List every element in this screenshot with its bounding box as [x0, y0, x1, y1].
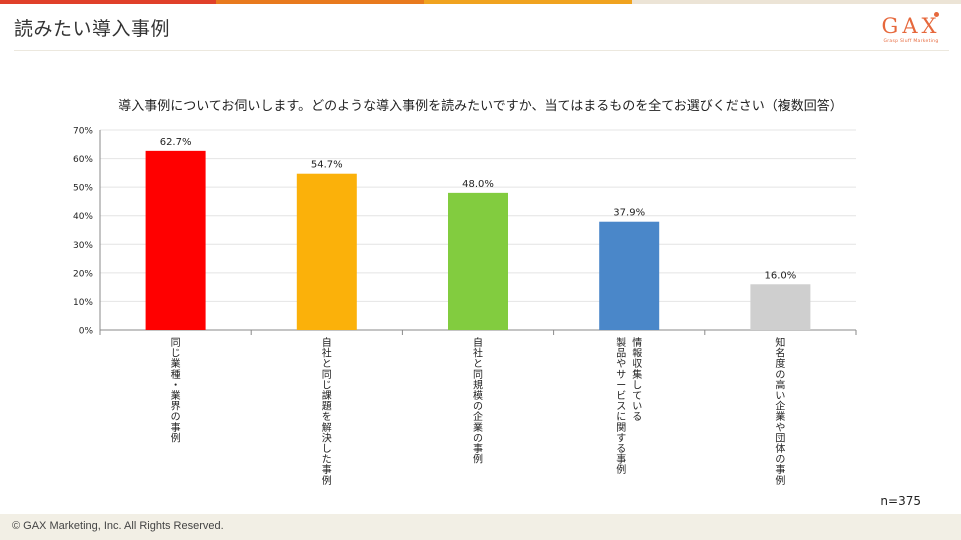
logo-dot-icon [934, 12, 939, 17]
top-color-bar [0, 0, 961, 4]
bar [448, 192, 508, 330]
bar-value-label: 54.7% [311, 160, 343, 171]
y-tick-label: 30% [73, 241, 93, 251]
bar-value-label: 62.7% [160, 137, 192, 148]
bar-value-label: 16.0% [765, 270, 797, 281]
bar-value-label: 48.0% [462, 179, 494, 190]
y-tick-label: 40% [73, 212, 93, 222]
x-category-label: 自社と同規模の企業の事例 [473, 336, 483, 466]
bar [145, 150, 206, 330]
top-bar-segment-yellow [424, 0, 632, 4]
sample-size-label: n=375 [880, 494, 921, 508]
bar [599, 221, 660, 330]
footer: © GAX Marketing, Inc. All Rights Reserve… [0, 514, 961, 540]
y-tick-label: 0% [79, 327, 94, 337]
chart-title: 導入事例についてお伺いします。どのような導入事例を読みたいですか、当てはまるもの… [118, 99, 843, 114]
copyright-text: © GAX Marketing, Inc. All Rights Reserve… [12, 520, 224, 532]
logo-subtitle: Grasp Sluff Marketing [883, 39, 939, 44]
bar [296, 173, 357, 330]
bar-chart: 0% 10% 20% 30% 40% 50% 60% 70% 62.7% 同じ業種・業界の事例 54… [73, 127, 857, 487]
x-category-label: 製品やサービスに関する事例 [616, 336, 626, 476]
page-title: 読みたい導入事例 [14, 18, 171, 40]
y-tick-label: 10% [73, 298, 93, 308]
top-bar-segment-beige [632, 0, 961, 4]
x-category-label: 知名度の高い企業や団体の事例 [775, 336, 785, 487]
y-tick-label: 20% [73, 269, 93, 279]
header-divider [14, 50, 949, 51]
y-tick-label: 70% [73, 127, 93, 137]
gax-logo: GAX Grasp Sluff Marketing [881, 12, 941, 50]
top-bar-segment-orange [216, 0, 424, 4]
x-category-label: 同じ業種・業界の事例 [171, 337, 181, 444]
top-bar-segment-red [0, 0, 216, 4]
y-tick-label: 60% [73, 155, 93, 165]
slide-header: 読みたい導入事例 GAX Grasp Sluff Marketing [0, 4, 961, 50]
logo-text: GAX [881, 14, 941, 38]
bar-value-label: 37.9% [613, 208, 645, 219]
bar [750, 284, 811, 330]
x-category-label: 自社と同じ課題を解決した事例 [322, 336, 332, 487]
x-category-label: 情報収集している [632, 336, 642, 423]
y-tick-label: 50% [73, 184, 93, 194]
